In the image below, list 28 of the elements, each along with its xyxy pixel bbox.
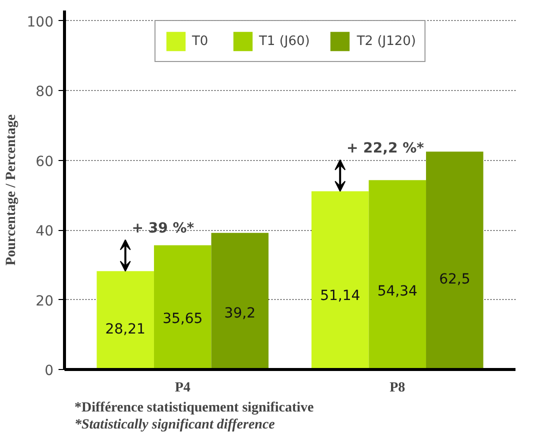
bar (154, 245, 212, 370)
y-axis-title: Pourcentage / Percentage (4, 114, 19, 266)
y-tick-label: 40 (36, 224, 54, 240)
y-tick-label: 80 (36, 84, 54, 100)
text: *Différence statistiquement significative (74, 400, 314, 416)
text: *Statistically significant difference (74, 418, 275, 432)
text: 54,34 (377, 283, 418, 300)
bar (211, 232, 269, 370)
text: 28,21 (105, 322, 146, 338)
y-tick-label: 20 (36, 293, 54, 310)
annotation: + 22,2 %* (346, 140, 425, 156)
bar (368, 180, 426, 370)
bar (311, 191, 369, 370)
bar (426, 152, 484, 370)
legend-label: T2 (J120) (356, 34, 416, 48)
text: 35,65 (162, 310, 203, 327)
y-tick-label: 100 (26, 14, 54, 30)
x-tick-label: P8 (390, 380, 406, 396)
text: 62,5 (439, 272, 470, 288)
y-tick-label: 60 (36, 154, 54, 170)
annotation: + 39 %* (132, 220, 195, 236)
text: 39,2 (224, 306, 256, 322)
y-tick-label: 0 (44, 363, 54, 379)
legend-label: T0 (192, 34, 210, 48)
bar (96, 271, 154, 370)
x-tick-label: P4 (174, 380, 190, 396)
text: 51,14 (320, 288, 360, 304)
legend-label: T1 (J60) (258, 34, 310, 48)
